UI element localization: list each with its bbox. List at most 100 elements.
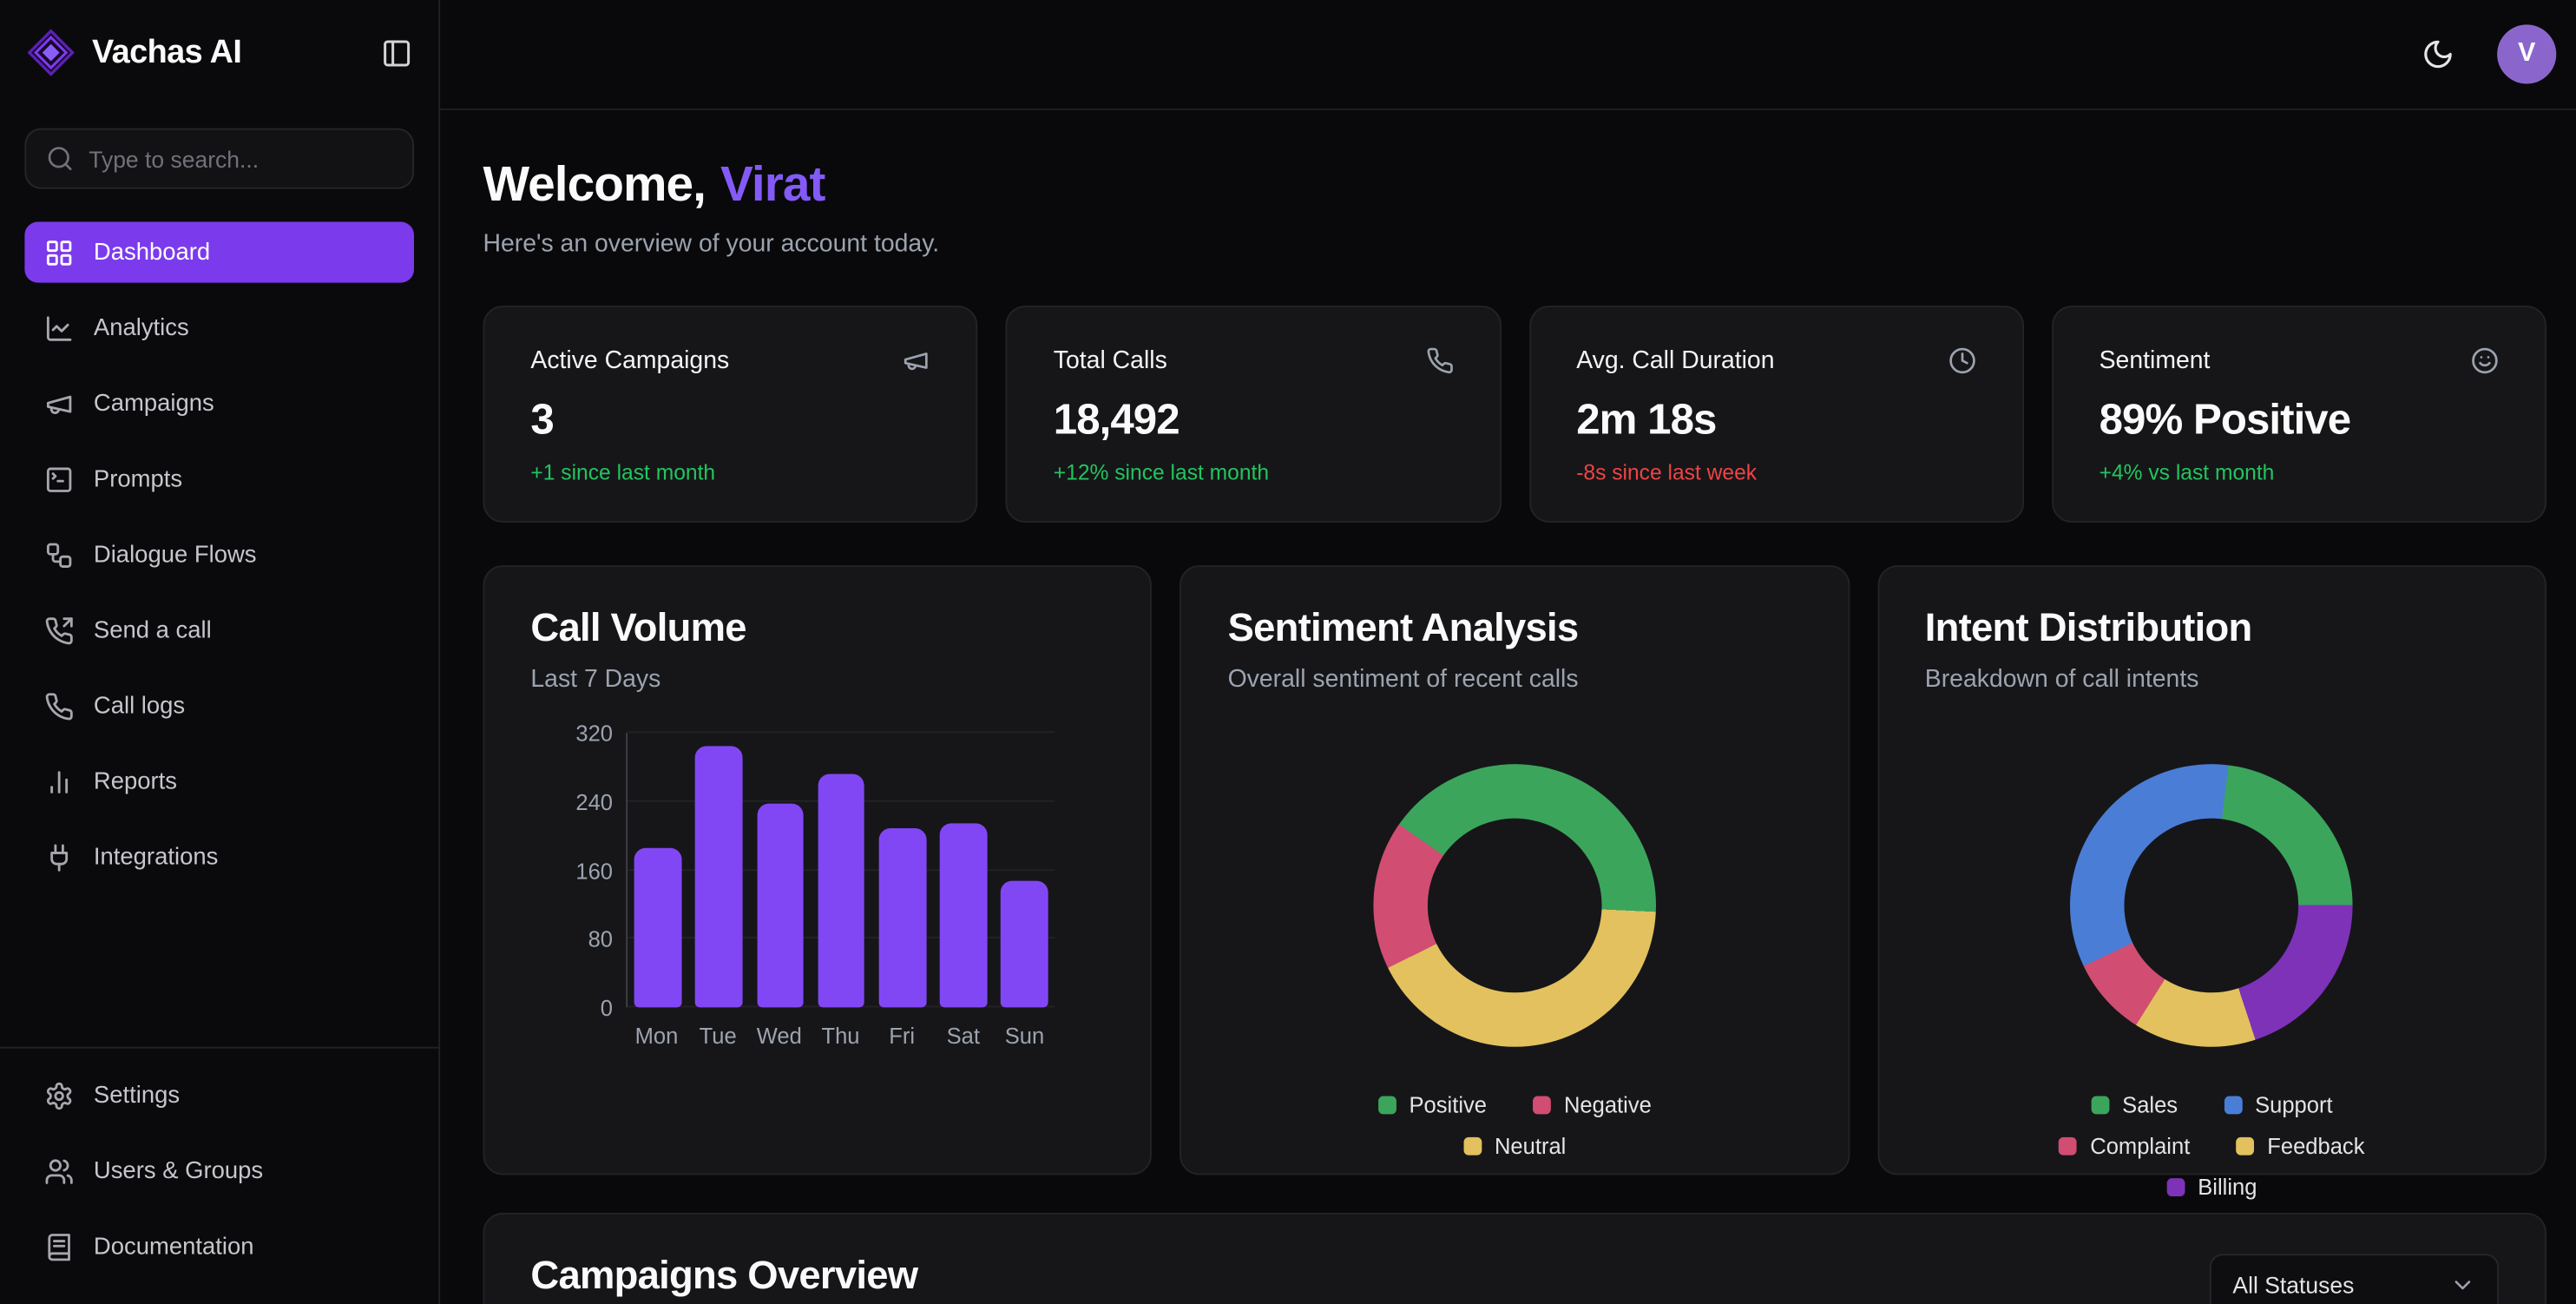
campaigns-overview-header: Campaigns Overview All Statuses xyxy=(530,1254,2500,1304)
phone-icon xyxy=(1425,346,1453,374)
sentiment-legend: Positive Negative Neutral xyxy=(1228,1093,1802,1158)
legend-swatch xyxy=(1463,1136,1482,1156)
stats-row: Active Campaigns 3 +1 since last month Tota… xyxy=(483,306,2546,523)
legend-item-sales: Sales xyxy=(2091,1093,2178,1117)
sentiment-subtitle: Overall sentiment of recent calls xyxy=(1227,665,1579,694)
bar-chart-x-labels: Mon Tue Wed Thu Fri Sat Sun xyxy=(626,1024,1055,1048)
bar xyxy=(818,774,865,1008)
bar-column xyxy=(811,733,871,1008)
intent-subtitle: Breakdown of call intents xyxy=(1924,665,2199,694)
legend-item-feedback: Feedback xyxy=(2236,1134,2365,1158)
bar-column xyxy=(688,733,749,1008)
stat-title: Active Campaigns xyxy=(530,346,730,375)
legend-swatch xyxy=(1533,1096,1551,1115)
x-axis-label: Sun xyxy=(1004,1024,1045,1049)
stat-card-total-calls: Total Calls 18,492 +12% since last month xyxy=(1005,306,1502,523)
legend-row: Positive Negative xyxy=(1228,1093,1802,1117)
clock-icon xyxy=(1948,346,1975,374)
stat-value: 2m 18s xyxy=(1576,394,1717,445)
sidebar-footer-nav: Settings Users & Groups Documentation xyxy=(0,1046,439,1304)
call-volume-title: Call Volume xyxy=(530,606,746,651)
stat-value: 18,492 xyxy=(1053,394,1180,445)
bar xyxy=(634,848,682,1008)
legend-row: Billing xyxy=(1925,1175,2499,1200)
layout-grid-icon xyxy=(44,238,74,267)
bar xyxy=(878,828,926,1008)
bar xyxy=(695,746,743,1008)
legend-item-neutral: Neutral xyxy=(1463,1134,1566,1158)
workflow-icon xyxy=(44,540,74,570)
y-axis-tick: 0 xyxy=(600,996,614,1021)
sidebar-item-reports[interactable]: Reports xyxy=(24,751,414,812)
stat-value: 89% Positive xyxy=(2099,394,2352,445)
bar-column xyxy=(933,733,994,1008)
topbar: V xyxy=(440,0,2576,110)
page-title: Welcome, Virat xyxy=(483,158,2546,214)
intent-legend: Sales Support Complaint Feedback Billing xyxy=(1925,1093,2499,1200)
user-avatar[interactable]: V xyxy=(2497,24,2557,84)
vachas-logo-icon xyxy=(26,28,76,77)
bar-chart-plot: 0 80 160 240 320 xyxy=(575,721,1055,1020)
legend-swatch xyxy=(1377,1096,1396,1115)
stat-delta: +1 since last month xyxy=(530,460,716,485)
call-volume-subtitle: Last 7 Days xyxy=(530,665,661,694)
stat-value: 3 xyxy=(530,394,554,445)
bar xyxy=(940,823,988,1008)
users-icon xyxy=(44,1156,74,1186)
stat-title: Avg. Call Duration xyxy=(1576,346,1775,375)
stat-delta: -8s since last week xyxy=(1576,460,1758,485)
charts-row: Call Volume Last 7 Days 0 80 160 240 320 Mon… xyxy=(483,565,2546,1200)
search-input[interactable] xyxy=(89,145,393,172)
sidebar-item-integrations[interactable]: Integrations xyxy=(24,827,414,887)
plug-icon xyxy=(44,842,74,872)
sidebar-item-campaigns[interactable]: Campaigns xyxy=(24,373,414,434)
stat-card-sentiment: Sentiment 89% Positive +4% vs last month xyxy=(2051,306,2546,523)
sidebar-item-prompts[interactable]: Prompts xyxy=(24,449,414,510)
sidebar-item-send-a-call[interactable]: Send a call xyxy=(24,600,414,661)
phone-outgoing-icon xyxy=(44,616,74,645)
legend-item-support: Support xyxy=(2224,1093,2333,1117)
status-filter-dropdown[interactable]: All Statuses xyxy=(2209,1254,2500,1304)
legend-item-billing: Billing xyxy=(2166,1175,2257,1200)
stat-title: Sentiment xyxy=(2099,346,2211,375)
legend-swatch xyxy=(2166,1178,2185,1197)
sidebar-item-dialogue-flows[interactable]: Dialogue Flows xyxy=(24,524,414,585)
megaphone-icon xyxy=(44,389,74,418)
sentiment-donut-chart xyxy=(1373,764,1656,1047)
sidebar-item-users-groups[interactable]: Users & Groups xyxy=(24,1141,414,1202)
bar-chart: 0 80 160 240 320 Mon Tue Wed Thu Fri Sat Sun xyxy=(575,721,1055,1049)
intent-card: Intent Distribution Breakdown of call in… xyxy=(1876,565,2546,1200)
bar-column xyxy=(628,733,688,1008)
chevron-down-icon xyxy=(2449,1272,2475,1298)
y-axis-tick: 80 xyxy=(588,927,614,952)
y-axis-tick: 320 xyxy=(575,721,614,747)
stat-title: Total Calls xyxy=(1053,346,1167,375)
x-axis-label: Mon xyxy=(634,1024,679,1049)
sidebar-toggle-icon[interactable] xyxy=(381,37,412,69)
y-axis-tick: 240 xyxy=(575,789,614,815)
sidebar-spacer xyxy=(0,902,438,1047)
sidebar-item-dashboard[interactable]: Dashboard xyxy=(24,221,415,283)
x-axis-label: Wed xyxy=(756,1024,802,1049)
sentiment-card: Sentiment Analysis Overall sentiment of … xyxy=(1180,565,1850,1176)
sidebar-item-settings[interactable]: Settings xyxy=(24,1065,414,1126)
stat-delta: +12% since last month xyxy=(1053,460,1270,485)
sidebar-item-documentation[interactable]: Documentation xyxy=(24,1216,414,1277)
main-area: V Welcome, Virat Here's an overview of yo… xyxy=(440,0,2576,1304)
sidebar-item-analytics[interactable]: Analytics xyxy=(24,298,414,359)
user-name: Virat xyxy=(720,157,825,213)
sentiment-title: Sentiment Analysis xyxy=(1227,606,1580,651)
theme-toggle-moon-icon[interactable] xyxy=(2422,38,2454,71)
campaigns-overview-card: Campaigns Overview All Statuses A summar… xyxy=(483,1212,2546,1304)
legend-swatch xyxy=(2224,1096,2242,1115)
call-volume-card: Call Volume Last 7 Days 0 80 160 240 320 Mon… xyxy=(483,565,1153,1176)
page-subtitle: Here's an overview of your account today… xyxy=(483,230,940,259)
megaphone-icon xyxy=(903,346,930,374)
terminal-icon xyxy=(44,464,74,494)
legend-row: Neutral xyxy=(1228,1134,1802,1158)
x-axis-label: Tue xyxy=(699,1024,737,1049)
logo-row: Vachas AI xyxy=(0,0,438,105)
sidebar: Vachas AI Dashboard Analytics Campaigns Pro… xyxy=(0,0,441,1304)
sidebar-item-call-logs[interactable]: Call logs xyxy=(24,675,414,736)
